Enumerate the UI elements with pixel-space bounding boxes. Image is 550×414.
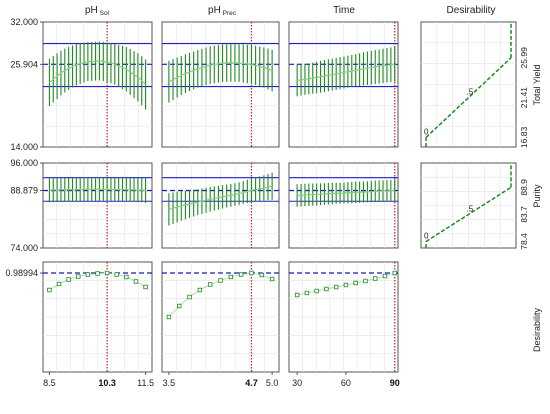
panel-r2-c0-profile-point <box>95 271 100 276</box>
column-title-0: pH Sol <box>85 5 110 17</box>
panel-r2-c1-profile-point <box>197 287 203 293</box>
panel-r2-c2-profile-point <box>343 282 349 288</box>
y-tick-r0-0: 32.000 <box>10 17 38 27</box>
panel-r1-c2-profile-line <box>297 189 395 197</box>
panel-r2-c2-profile-point <box>353 280 358 286</box>
panel-r2-c2-profile-point <box>324 286 329 292</box>
panel-r2-c1-profile-point <box>166 314 172 320</box>
panel-r2-c0-profile-point <box>124 274 129 280</box>
panel-r2-c0-profile-point <box>47 287 52 293</box>
panel-r2-c2-profile-point <box>333 284 339 290</box>
desirability-function-r1-tick-2: 78.4 <box>519 233 529 250</box>
y-tick-r2-0: 0.98994 <box>5 268 38 278</box>
y-tick-r1-0: 96.000 <box>10 158 38 168</box>
desirability-function-r1-tick-1: 83.7 <box>519 206 529 223</box>
panel-r0-c1-profile-line <box>168 62 273 83</box>
panel-r2-c1-profile-point <box>177 303 182 309</box>
column-title-3: Desirability <box>447 5 496 16</box>
row-label-0: Total Yield <box>532 64 542 105</box>
panel-r2-c0-profile-point <box>56 281 62 287</box>
x-tick-c0-0: 8.5 <box>43 378 56 388</box>
panel-r2-c1-profile-point <box>207 282 213 287</box>
panel-r2-c1-profile-point <box>187 294 192 300</box>
panel-r2-c2-profile-point <box>304 290 310 296</box>
row-label-1: Purity <box>532 184 542 208</box>
panel-r2-c2-profile-point <box>363 278 368 284</box>
x-tick-c2-1: 60 <box>341 378 351 388</box>
desirability-function-r0-ramp <box>425 57 512 138</box>
desirability-function-r1-label-0: 0 <box>424 232 429 241</box>
panel-r1-c0-profile-line <box>49 188 146 192</box>
x-tick-c2-0: 30 <box>292 378 302 388</box>
panel-r2-c2-profile-point <box>392 270 397 276</box>
desirability-function-r0-label-0: 0 <box>424 127 429 136</box>
x-tick-c1-0: 3.5 <box>163 378 176 388</box>
x-current-label-c0: 10.3 <box>98 378 116 388</box>
x-tick-c1-1: 5.0 <box>266 378 279 388</box>
row-label-2: Desirability <box>532 307 542 352</box>
column-title-1: pH Prec <box>208 5 237 17</box>
column-title-2: Time <box>333 5 355 16</box>
panel-r1-c1-profile-line <box>168 185 273 210</box>
panel-r0-c2-profile-line <box>297 63 395 81</box>
panel-r2-c1-profile-point <box>238 272 244 277</box>
panel-r2-c1-profile-point <box>218 278 223 283</box>
desirability-function-r1-label-half: .5 <box>467 204 474 213</box>
desirability-function-r0-tick-0: 25.99 <box>519 47 529 69</box>
panel-r2-c1-profile-point <box>228 274 234 280</box>
panel-r2-c0-profile-point <box>104 270 110 276</box>
panel-r2-c2-profile-point <box>373 276 378 281</box>
panel-r2-c2-profile-point <box>382 273 388 279</box>
desirability-function-r1-tick-0: 88.9 <box>519 179 529 196</box>
panel-r2-c0-profile-point <box>133 279 139 284</box>
panel-r2-c1-profile-point <box>249 270 254 276</box>
y-tick-r1-1: 88.879 <box>10 186 38 196</box>
desirability-function-r1-ramp <box>425 186 512 243</box>
y-tick-r0-2: 14.000 <box>10 142 38 152</box>
desirability-function-r0-label-half: .5 <box>467 88 474 97</box>
panel-r2-c0-profile-point <box>114 272 119 277</box>
desirability-function-r0-tick-1: 21.41 <box>519 87 529 109</box>
panel-r2-c0-profile-point <box>143 284 148 290</box>
panel-r2-c0-profile-point <box>76 274 81 279</box>
panel-r2-c1-profile-point <box>259 272 264 278</box>
y-tick-r1-2: 74.000 <box>10 243 38 253</box>
x-current-label-c2: 90 <box>390 378 400 388</box>
panel-r2-c0-profile-point <box>85 272 91 277</box>
panel-r2-c1-profile-point <box>269 276 275 282</box>
panel-r2-c2-profile-point <box>294 292 300 298</box>
panel-r0-c0-profile-line <box>49 60 147 85</box>
x-current-label-c1: 4.7 <box>245 378 258 388</box>
desirability-function-r0-tick-2: 16.83 <box>519 127 529 149</box>
y-tick-r0-1: 25.904 <box>10 59 38 69</box>
x-tick-c0-1: 11.5 <box>137 378 154 388</box>
panel-r2-c2-profile-point <box>314 288 319 294</box>
panel-r2-c0-profile-point <box>66 277 71 282</box>
